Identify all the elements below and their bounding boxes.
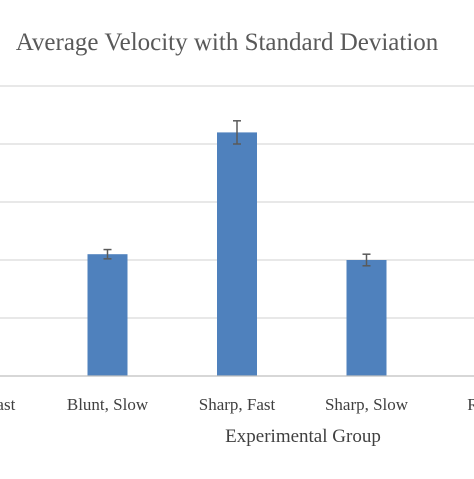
chart-title: Average Velocity with Standard Deviation (16, 29, 439, 56)
bars (87, 132, 387, 376)
x-tick-label: Blunt, Fast (0, 395, 16, 414)
error-bar (362, 253, 371, 267)
error-bar (103, 248, 112, 260)
bar (217, 132, 257, 376)
error-bar (233, 120, 241, 145)
bar (87, 254, 128, 376)
x-tick-label: Sharp, Fast (199, 395, 276, 414)
x-tick-label: Random (467, 395, 474, 414)
x-tick-labels: Blunt, Fast Blunt, Slow Sharp, Fast Sharp, … (0, 395, 474, 414)
x-tick-label: Blunt, Slow (67, 395, 149, 414)
error-bars (103, 120, 371, 267)
x-axis-label: Experimental Group (225, 426, 381, 447)
bar (346, 260, 387, 376)
x-tick-label: Sharp, Slow (325, 395, 409, 414)
